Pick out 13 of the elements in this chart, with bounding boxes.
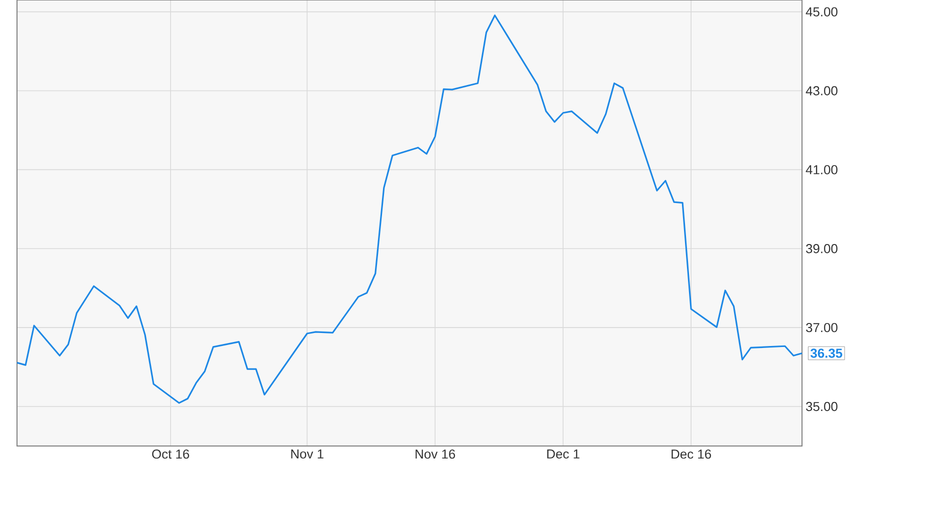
line-series bbox=[16, 14, 803, 404]
y-tick-label: 37.00 bbox=[806, 322, 838, 332]
y-tick-label: 35.00 bbox=[806, 402, 838, 412]
y-tick-label: 45.00 bbox=[806, 7, 838, 16]
y-tick-label: 39.00 bbox=[806, 244, 838, 254]
annotation: 36.35 bbox=[810, 348, 842, 358]
x-tick-label: Nov 1 bbox=[291, 450, 324, 459]
x-tick-label: Nov 16 bbox=[416, 450, 456, 459]
y-tick-label: 43.00 bbox=[806, 86, 838, 96]
x-tick-label: Dec 16 bbox=[672, 450, 712, 459]
x-tick-label: Oct 16 bbox=[152, 450, 190, 459]
y-tick-label: 41.00 bbox=[806, 165, 838, 174]
x-tick-label: Dec 1 bbox=[547, 450, 580, 459]
